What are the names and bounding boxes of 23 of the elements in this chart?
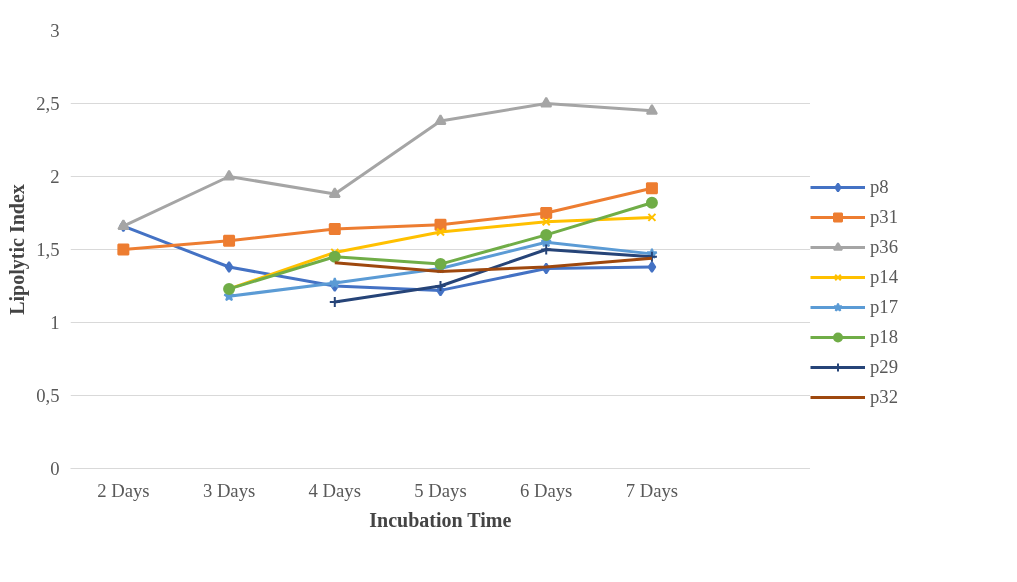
x-tick-label: 3 Days	[202, 479, 256, 501]
legend-label: p29	[870, 356, 898, 378]
x-tick-label: 2 Days	[97, 479, 150, 501]
y-axis-title: Lipolytic Index	[6, 184, 30, 315]
y-tick-label: 1,5	[36, 239, 60, 260]
x-tick-label: 7 Days	[625, 479, 679, 501]
y-tick-label: 3	[50, 20, 60, 41]
y-tick-label: 1	[50, 312, 60, 333]
x-tick-label: 5 Days	[414, 479, 467, 501]
y-tick-label: 2,5	[36, 93, 60, 114]
legend-label: p32	[870, 386, 898, 408]
y-tick-label: 0	[50, 458, 60, 479]
x-axis-title: Incubation Time	[369, 508, 512, 531]
x-tick-label: 4 Days	[308, 479, 361, 501]
legend-label: p8	[870, 176, 890, 198]
legend-label: p18	[870, 326, 898, 348]
legend-label: p17	[870, 296, 898, 318]
legend-label: p31	[870, 206, 898, 228]
y-tick-label: 2	[50, 166, 60, 187]
x-tick-label: 6 Days	[520, 479, 573, 501]
legend-label: p14	[870, 266, 898, 288]
legend-label: p36	[870, 236, 898, 258]
y-tick-label: 0,5	[36, 385, 60, 406]
